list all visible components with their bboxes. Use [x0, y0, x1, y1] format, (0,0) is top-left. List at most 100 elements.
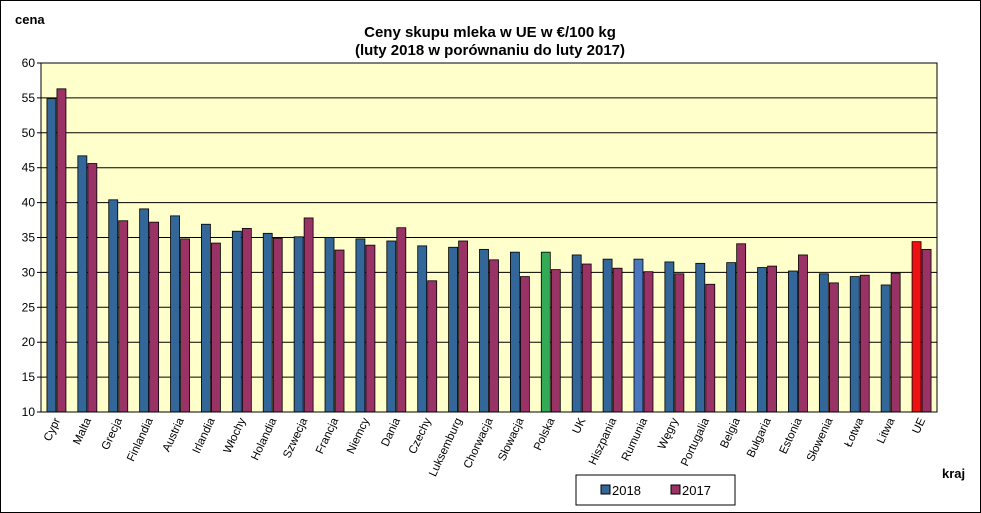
x-tick-label: Rumunia	[620, 416, 651, 463]
bar-2017	[705, 283, 716, 413]
x-tick-label: Dania	[379, 416, 403, 449]
bar-2017	[519, 276, 530, 413]
bar-2017	[303, 217, 314, 413]
bar-2018	[911, 241, 922, 413]
bar-2018	[880, 284, 891, 413]
x-tick-label: Polska	[532, 416, 558, 453]
x-tick-label: Belgia	[719, 416, 744, 451]
legend-label-2017: 2017	[682, 483, 711, 498]
bar-2017	[859, 274, 870, 413]
x-tick-label: Szwecja	[281, 416, 310, 460]
y-axis-ticks: 10 15 20 25 30 35 40 45 50 55 60	[22, 56, 41, 419]
bar-2018	[170, 215, 180, 413]
y-tick-label: 50	[22, 126, 36, 140]
y-tick-label: 55	[22, 91, 36, 105]
bar-2017	[180, 238, 190, 413]
bar-2018	[46, 98, 57, 413]
bar-2017	[87, 163, 98, 413]
y-tick-label: 45	[22, 161, 36, 175]
bar-2018	[201, 223, 211, 413]
bar-2018	[633, 258, 644, 413]
x-tick-label: Irlandia	[191, 416, 218, 456]
x-tick-label: Cypr	[42, 416, 63, 443]
bar-2018	[262, 232, 273, 413]
legend-swatch-2017	[670, 484, 681, 495]
bar-2018	[509, 251, 520, 413]
bar-2018	[818, 273, 829, 413]
legend-box	[575, 474, 736, 506]
x-tick-label: Czechy	[407, 416, 434, 456]
bar-2017	[550, 269, 561, 413]
bar-2017	[828, 282, 839, 413]
bar-2017	[396, 227, 407, 413]
bar-2018	[788, 270, 798, 413]
x-tick-label: Włochy	[222, 416, 249, 455]
x-tick-label: Estonia	[778, 416, 805, 456]
bar-2017	[798, 254, 808, 413]
bar-2017	[458, 240, 469, 413]
bar-2018	[108, 199, 119, 413]
x-tick-label: Bułgaria	[745, 416, 774, 460]
bar-2018	[540, 251, 551, 413]
y-axis-label: cena	[15, 12, 45, 27]
x-tick-label: Luksemburg	[427, 416, 465, 478]
bar-2018	[355, 238, 366, 413]
y-tick-label: 25	[22, 300, 36, 314]
bar-2018	[293, 236, 304, 413]
bar-2018	[479, 248, 489, 413]
chart-title: Ceny skupu mleka w UE w €/100 kg	[364, 24, 616, 41]
bar-2018	[231, 230, 242, 413]
x-tick-label: UK	[571, 416, 589, 436]
x-tick-label: Holandia	[249, 416, 279, 463]
bar-2018	[324, 237, 335, 413]
x-tick-label: UE	[911, 416, 929, 436]
x-tick-label: Francja	[314, 416, 341, 456]
x-tick-label: Łotwa	[843, 416, 867, 449]
y-tick-label: 35	[22, 231, 36, 245]
bar-2018	[139, 208, 150, 413]
legend: 2018 2017	[575, 474, 736, 506]
x-tick-label: Chorwacja	[462, 416, 496, 471]
bar-2017	[272, 237, 283, 413]
bar-2018	[695, 262, 706, 413]
bar-2017	[365, 244, 376, 413]
bar-2018	[664, 261, 675, 413]
gridlines	[41, 62, 937, 413]
bar-2018	[77, 155, 88, 413]
y-tick-label: 30	[22, 265, 36, 279]
category-labels: Cypr Malta Grecja Finlandia Austria Irlandia W…	[42, 416, 928, 479]
bar-2018	[849, 276, 860, 413]
bar-2018	[386, 240, 397, 413]
legend-swatch-2018	[600, 484, 611, 495]
x-tick-label: Finlandia	[125, 416, 156, 464]
bar-2017	[612, 267, 623, 413]
bar-2017	[674, 273, 685, 413]
x-tick-label: Austria	[161, 416, 187, 454]
y-tick-label: 60	[22, 56, 36, 70]
legend-label-2018: 2018	[612, 483, 641, 498]
bar-2017	[489, 259, 499, 413]
x-tick-label: Węgry	[656, 416, 681, 451]
x-tick-label: Słowenia	[805, 416, 836, 464]
bar-2017	[118, 220, 129, 413]
y-tick-label: 20	[22, 335, 36, 349]
bar-2017	[149, 221, 160, 413]
bar-2017	[736, 243, 747, 413]
y-tick-label: 15	[22, 370, 36, 384]
x-tick-label: Malta	[71, 416, 94, 447]
bar-2017	[921, 248, 932, 413]
bar-2018	[726, 262, 737, 413]
bar-2017	[643, 271, 654, 413]
bar-2017	[211, 242, 221, 413]
bar-2018	[602, 258, 613, 413]
bar-2018	[571, 254, 582, 413]
bar-2017	[890, 272, 901, 413]
bar-2017	[241, 228, 252, 413]
plot-border	[40, 62, 938, 413]
bar-2018	[757, 267, 767, 413]
bars	[40, 62, 938, 413]
bar-2017	[427, 280, 438, 413]
x-tick-label: Słowacja	[496, 416, 527, 463]
bar-2018	[417, 245, 428, 413]
